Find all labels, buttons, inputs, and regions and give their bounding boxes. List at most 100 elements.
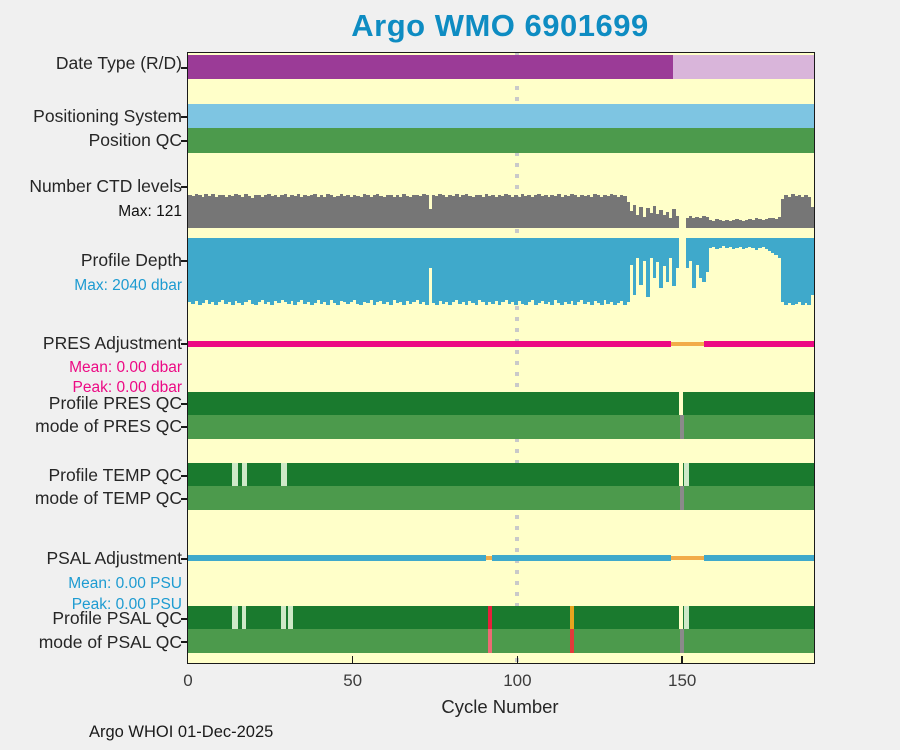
- ctd-bar: [764, 218, 769, 228]
- psal_adjustment-line: [485, 555, 493, 560]
- ctd-bar: [362, 194, 367, 228]
- ctd-bar: [395, 195, 400, 228]
- ctd-bar: [441, 195, 446, 228]
- depth-bar: [757, 238, 762, 249]
- ctd-bar: [477, 195, 482, 228]
- depth-bar: [415, 238, 420, 301]
- depth-bar: [784, 238, 789, 305]
- ctd-bar: [484, 194, 489, 228]
- ctd-bar: [303, 194, 307, 228]
- mode_pres_qc-mark: [680, 415, 685, 439]
- depth-bar: [303, 238, 307, 304]
- y-tick-mark: [181, 498, 187, 500]
- ctd-bar: [711, 220, 716, 228]
- x-tick-100: 100: [503, 671, 532, 690]
- ctd-bar: [448, 195, 452, 228]
- ctd-bar: [698, 217, 703, 228]
- depth-bar: [688, 238, 693, 262]
- positioning_system-segment: [188, 104, 814, 129]
- depth-bar: [491, 238, 495, 304]
- ctd-bar: [421, 194, 426, 228]
- ctd-bar: [237, 195, 242, 228]
- ctd-bar: [669, 217, 673, 228]
- depth-bar: [188, 238, 192, 303]
- depth-bar: [645, 238, 650, 298]
- depth-bar: [326, 238, 331, 305]
- ctd-bar: [715, 219, 719, 228]
- ctd-bar: [741, 221, 746, 228]
- label-profile-psal-qc: Profile PSAL QC: [52, 608, 182, 628]
- label-mode-temp-qc: mode of TEMP QC: [34, 488, 182, 508]
- mode_psal_qc-mark: [487, 629, 493, 654]
- ctd-bar: [306, 196, 311, 228]
- depth-bar: [721, 238, 726, 246]
- label-ctd-levels: Number CTD levels: [29, 176, 182, 196]
- depth-bar: [425, 238, 429, 305]
- ctd-bar: [586, 195, 591, 228]
- ctd-bar: [352, 194, 357, 228]
- ctd-bar: [728, 220, 733, 228]
- depth-bar: [477, 238, 482, 301]
- x-tick-50: 50: [343, 671, 363, 690]
- depth-bar: [632, 238, 637, 295]
- y-tick-mark: [181, 343, 187, 345]
- label-profile-temp-qc: Profile TEMP QC: [48, 465, 182, 485]
- pres_adjustment-line: [671, 342, 704, 346]
- ctd-bar: [639, 207, 644, 228]
- depth-bar: [761, 238, 765, 247]
- ctd-bar: [197, 195, 202, 228]
- ctd-bar: [807, 196, 812, 228]
- ctd-bar: [270, 196, 275, 228]
- depth-bar: [741, 238, 746, 249]
- ctd-bar: [708, 219, 713, 228]
- depth-bar: [270, 238, 275, 305]
- depth-bar: [250, 238, 255, 304]
- depth-bar: [507, 238, 512, 305]
- profile_psal_qc-mark: [232, 606, 239, 630]
- depth-bar: [468, 238, 472, 302]
- depth-bar: [563, 238, 568, 302]
- ctd-bar: [731, 219, 736, 228]
- ctd-bar: [550, 194, 555, 228]
- ctd-bar: [784, 195, 789, 228]
- depth-bar: [576, 238, 581, 303]
- profile_psal_qc-mark: [569, 606, 575, 630]
- ctd-bar: [365, 195, 370, 228]
- depth-bar: [428, 238, 433, 269]
- label-pres-peak: Peak: 0.00 dbar: [72, 379, 182, 396]
- ctd-bar: [652, 206, 657, 228]
- depth-bar: [257, 238, 261, 303]
- depth-bar: [754, 238, 759, 251]
- profile_temp_qc-mark: [241, 463, 247, 487]
- ctd-bar: [392, 196, 396, 228]
- ctd-bar: [810, 206, 815, 228]
- depth-bar: [616, 238, 620, 304]
- ctd-bar: [230, 196, 235, 228]
- ctd-bar: [375, 193, 380, 228]
- ctd-bar: [323, 196, 327, 228]
- ctd-bar: [379, 196, 383, 228]
- ctd-bar: [790, 193, 795, 228]
- ctd-bar: [540, 196, 545, 228]
- depth-bar: [540, 238, 545, 302]
- depth-bar: [698, 238, 703, 279]
- depth-bar: [501, 238, 505, 303]
- y-tick-mark: [181, 641, 187, 643]
- depth-bar: [197, 238, 202, 305]
- depth-bar: [194, 238, 199, 302]
- ctd-bar: [524, 195, 528, 228]
- depth-bar: [365, 238, 370, 304]
- ctd-bar: [491, 195, 495, 228]
- ctd-bar: [339, 193, 344, 228]
- ctd-bar: [244, 194, 248, 228]
- profile_psal_qc-mark: [280, 606, 287, 630]
- label-mode-psal-qc: mode of PSAL QC: [38, 632, 182, 652]
- depth-bar: [405, 238, 410, 302]
- ctd-bar: [346, 195, 350, 228]
- depth-bar: [662, 238, 667, 267]
- y-tick-mark: [181, 475, 187, 477]
- label-date-type: Date Type (R/D): [55, 53, 182, 73]
- depth-bar: [672, 238, 676, 287]
- depth-bar: [520, 238, 525, 304]
- x-tick-mark: [516, 656, 519, 663]
